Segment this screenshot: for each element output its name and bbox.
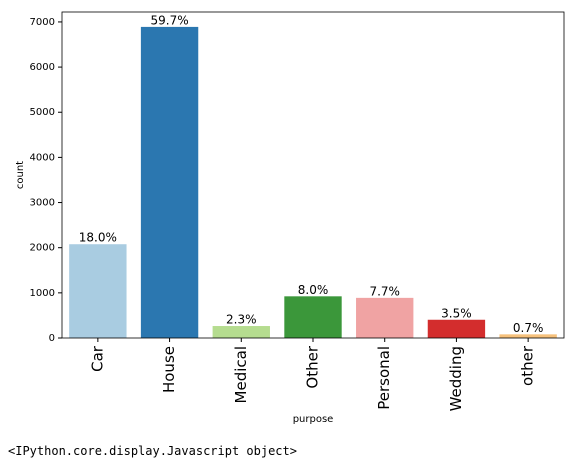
- bar: [356, 297, 414, 338]
- x-tick-label: Medical: [232, 346, 250, 403]
- bar-label: 7.7%: [369, 284, 400, 298]
- bar-label: 2.3%: [226, 313, 257, 327]
- x-tick-label: Wedding: [447, 346, 465, 411]
- x-tick-label: House: [160, 346, 178, 393]
- chart: count purpose 0 1000 2000 3000 4000 5000 6000 7…: [15, 11, 565, 425]
- x-axis-label: purpose: [293, 414, 334, 425]
- y-tick-label: 0: [49, 333, 55, 344]
- y-tick-label: 6000: [30, 62, 55, 73]
- y-axis-label: count: [15, 161, 26, 189]
- bar-label: 3.5%: [441, 306, 472, 320]
- x-tick-label: Personal: [375, 346, 393, 410]
- bar-label: 18.0%: [79, 231, 117, 245]
- y-tick-label: 3000: [30, 198, 55, 209]
- x-tick-label: Car: [88, 345, 106, 372]
- y-tick-label: 1000: [30, 288, 55, 299]
- x-tick-label: Other: [304, 345, 322, 388]
- bar: [284, 296, 342, 338]
- bar: [427, 319, 486, 338]
- bar: [499, 334, 557, 338]
- bar: [212, 326, 270, 338]
- plot-frame: [61, 11, 565, 339]
- bar: [140, 26, 199, 339]
- bar: [69, 244, 127, 338]
- y-tick-label: 2000: [30, 243, 55, 254]
- y-tick-label: 4000: [30, 152, 55, 163]
- bar-label: 8.0%: [298, 283, 329, 297]
- y-tick-label: 7000: [30, 17, 55, 28]
- bar-label: 0.7%: [513, 321, 544, 335]
- x-tick-label: other: [519, 345, 537, 386]
- y-tick-label: 5000: [30, 107, 55, 118]
- output-text: <IPython.core.display.Javascript object>: [8, 444, 297, 458]
- bar-label: 59.7%: [151, 13, 189, 27]
